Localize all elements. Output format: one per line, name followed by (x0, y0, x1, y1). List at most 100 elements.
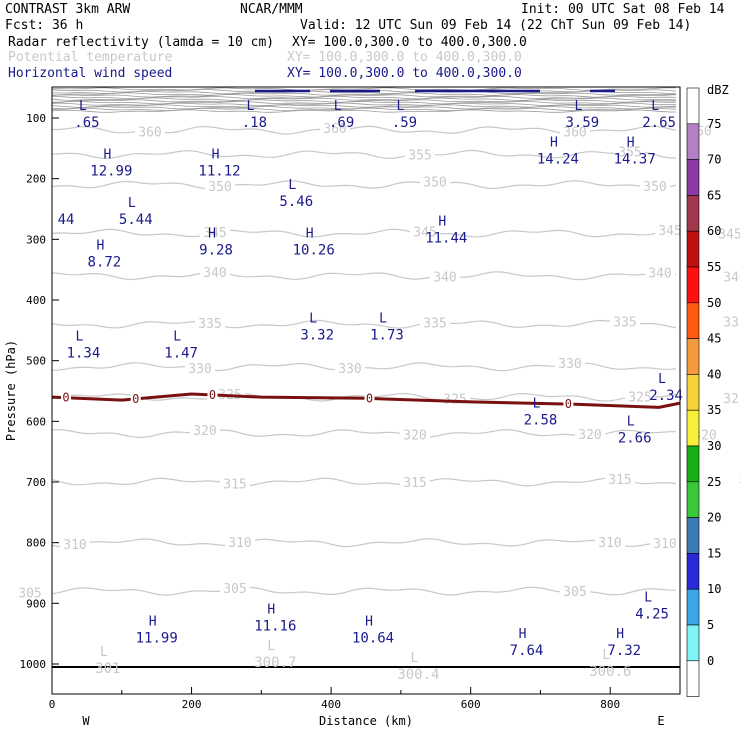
wind-extremum-low: L (627, 414, 635, 429)
zero-label-bg (563, 397, 574, 411)
wind-extremum-high: H (96, 239, 104, 254)
wind-extremum-high: H (627, 135, 635, 150)
theta-label-bg (320, 121, 350, 136)
theta-label-bg (610, 314, 640, 329)
zero-label-bg (207, 387, 218, 401)
wind-extremum-value: 1.73 (370, 327, 404, 343)
y-tick-label: 200 (26, 173, 46, 186)
theta-label-360: 360 (563, 126, 586, 141)
colorbar-unit: dBZ (707, 83, 729, 97)
theta-contour-top (52, 99, 676, 103)
wind-extremum-value: 3.32 (300, 327, 334, 343)
theta-contour-345 (51, 228, 677, 238)
theta-label-330: 330 (558, 357, 581, 372)
wind-extremum-value: 3.59 (565, 115, 599, 131)
theta-label-bg (215, 387, 245, 402)
wind-extremum-high: H (438, 214, 446, 229)
wind-extremum-value: 11.12 (198, 164, 240, 180)
theta-contour-top (51, 109, 676, 113)
plot-frame (51, 86, 681, 695)
colorbar-level: 40 (707, 367, 721, 381)
wind-extremum-value: 7.64 (510, 643, 544, 659)
wind-extremum-value: 9.28 (199, 242, 233, 258)
theta-contour-355 (51, 149, 677, 160)
wind-extremum-low: L (267, 639, 275, 654)
theta-label-bg (605, 471, 635, 486)
theta-label-bg (645, 265, 675, 280)
y-tick-label: 1000 (20, 658, 47, 671)
field1-xy: XY= 100.0,300.0 to 400.0,300.0 (292, 35, 527, 50)
theta-label-320: 320 (578, 428, 601, 443)
wind-extremum-value: 1.47 (164, 346, 198, 362)
wind-extremum-value: 11.16 (254, 619, 296, 635)
wind-extremum-low: L (533, 396, 541, 411)
wind-extremum-low: L (288, 178, 296, 193)
wind-extremum-value: .65 (74, 115, 99, 131)
colorbar-swatch (686, 409, 700, 447)
theta-label-bg (615, 144, 645, 159)
theta-label-bg (625, 389, 655, 404)
y-tick-label: 400 (26, 294, 46, 307)
theta-label-310: 310 (63, 538, 86, 553)
wind-extremum-high: H (149, 615, 157, 630)
colorbar-swatch (686, 481, 700, 518)
theta-label-305: 305 (223, 582, 246, 597)
theta-label-345: 345 (718, 227, 740, 242)
colorbar-level: 60 (707, 224, 721, 238)
wind-extremum-low: L (379, 311, 387, 326)
theta-label-350: 350 (208, 180, 231, 195)
wind-extremum-value: 8.72 (88, 255, 122, 271)
wind-extremum-value: 301 (95, 661, 120, 677)
theta-label-bg (190, 423, 220, 438)
theta-contour-top (51, 97, 677, 101)
wind-extremum-low: L (410, 651, 418, 666)
theta-label-bg (405, 147, 435, 162)
wind-extremum-value: 11.44 (425, 230, 467, 246)
wind-extremum-low: L (246, 99, 254, 114)
wind-extremum-value: 5.46 (279, 194, 313, 210)
theta-contour-top (51, 95, 677, 100)
wind-extremum-low: L (100, 645, 108, 660)
x-tick-label: 0 (49, 698, 56, 711)
west-label: W (82, 714, 90, 728)
theta-label-bg (420, 174, 450, 189)
wind-extremum-value: 14.24 (537, 151, 579, 167)
theta-label-bg (735, 471, 740, 486)
init-time: Init: 00 UTC Sat 08 Feb 14 (521, 2, 725, 17)
theta-label-335: 335 (613, 315, 636, 330)
theta-label-bg (430, 269, 460, 284)
theta-label-bg (185, 360, 215, 375)
theta-label-340: 340 (723, 271, 740, 286)
colorbar-swatch (686, 266, 700, 304)
colorbar-swatch (686, 374, 700, 411)
wind-extremum-low: L (644, 590, 652, 605)
zero-contour-label: 0 (132, 392, 139, 406)
theta-label-340: 340 (433, 271, 456, 286)
y-tick-label: 800 (26, 537, 46, 550)
theta-label-340: 340 (648, 267, 671, 282)
theta-label-350: 350 (423, 175, 446, 190)
zero-contour-label: 0 (209, 388, 216, 402)
theta-label-bg (595, 535, 625, 550)
theta-label-bg (720, 390, 740, 405)
theta-label-bg (410, 224, 440, 239)
theta-contour-top (51, 90, 677, 95)
y-tick-label: 900 (26, 597, 46, 610)
theta-contour-top (51, 87, 677, 91)
theta-label-320: 320 (403, 429, 426, 444)
theta-contour-top (51, 107, 677, 112)
wind-extremum-value: 10.26 (293, 242, 335, 258)
wind-extremum-value: 12.99 (90, 164, 132, 180)
colorbar-level: 50 (707, 296, 721, 310)
wind-extremum-value: .18 (242, 115, 267, 131)
colorbar-swatch (686, 445, 700, 483)
zero-label-bg (130, 391, 141, 405)
theta-label-305: 305 (18, 587, 41, 602)
theta-label-350: 350 (643, 180, 666, 195)
wind-extremum-high: H (519, 627, 527, 642)
zero-contour-label: 0 (565, 397, 572, 411)
theta-label-bg (335, 361, 365, 376)
wind-extremum-low: L (173, 330, 181, 345)
wind-extremum-high: H (365, 615, 373, 630)
